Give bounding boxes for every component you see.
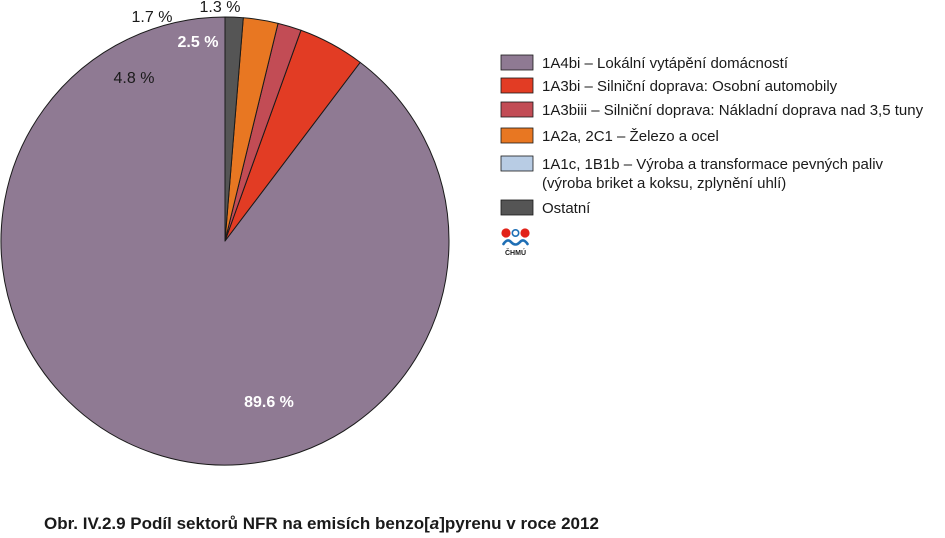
logo-red-dot-left: [501, 228, 511, 238]
legend-swatch-6: [500, 199, 534, 216]
legend-label-1: 1A4bi – Lokální vytápění domácností: [542, 55, 789, 72]
legend-swatch-3: [500, 101, 534, 118]
pie-slice-labels: 89.6 % 4.8 % 1.7 % 2.5 % 1.3 %: [114, 0, 294, 411]
chmu-logo: ČHMÚ: [501, 228, 530, 257]
legend-label-2: 1A3bi – Silniční doprava: Osobní automob…: [542, 78, 838, 95]
pie-slice-label-1: 89.6 %: [244, 394, 294, 411]
logo-red-dot-right: [520, 228, 530, 238]
pie-slice-label-2: 4.8 %: [114, 70, 155, 87]
pie-slices: [0, 16, 450, 466]
pie-slice-label-3: 1.7 %: [132, 9, 173, 26]
logo-ring: [511, 229, 520, 238]
figure-caption: Obr. IV.2.9 Podíl sektorů NFR na emisích…: [44, 514, 599, 534]
caption-suffix: ]pyrenu v roce 2012: [439, 514, 599, 533]
legend-label-5-line-2: (výroba briket a koksu, zplynění uhlí): [542, 175, 786, 192]
caption-italic: a: [429, 514, 440, 533]
logo-wave: [502, 239, 529, 246]
pie-slice-6: [224, 16, 244, 242]
legend-label-5-line-1: 1A1c, 1B1b – Výroba a transformace pevný…: [542, 156, 884, 173]
pie-slice-label-6: 1.3 %: [200, 0, 241, 16]
legend-label-4: 1A2a, 2C1 – Železo a ocel: [542, 128, 719, 145]
logo-text: ČHMÚ: [505, 248, 526, 257]
legend-swatch-1: [500, 54, 534, 71]
legend-swatch-2: [500, 77, 534, 94]
legend-label-3: 1A3biii – Silniční doprava: Nákladní dop…: [542, 102, 924, 119]
legend-swatch-5: [500, 155, 534, 172]
legend-label-6: Ostatní: [542, 200, 591, 217]
pie-slice-label-4: 2.5 %: [178, 34, 219, 51]
legend: 1A4bi – Lokální vytápění domácností 1A3bi…: [500, 54, 924, 217]
legend-swatch-4: [500, 127, 534, 144]
caption-prefix: Obr. IV.2.9 Podíl sektorů NFR na emisích…: [44, 514, 430, 533]
